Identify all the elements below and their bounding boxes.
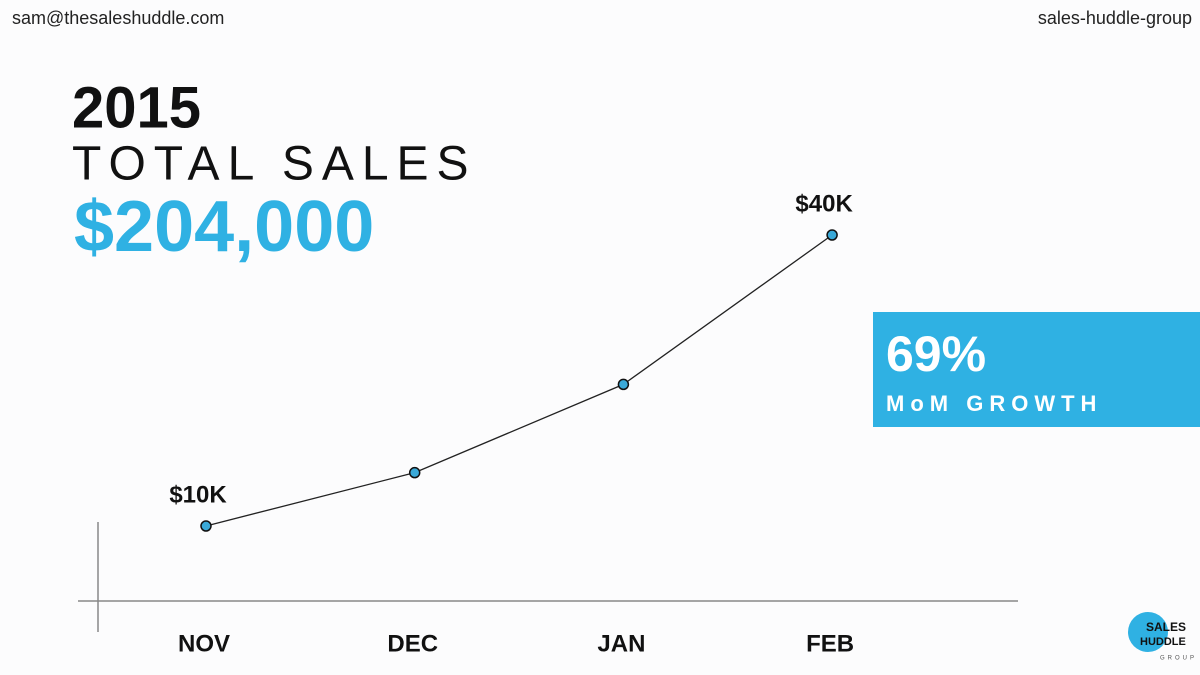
- callout-box: [873, 312, 1200, 427]
- x-tick-label: DEC: [387, 630, 438, 657]
- logo-icon: [1128, 612, 1168, 652]
- x-tick-label: JAN: [597, 630, 645, 657]
- chart-title: 2015: [72, 75, 201, 140]
- logo-text: GROUP: [1160, 656, 1197, 662]
- x-tick-label: FEB: [806, 630, 854, 657]
- point: [408, 466, 421, 479]
- value-label: $10K: [169, 481, 227, 508]
- point: [826, 229, 838, 241]
- chart-subtitle: TOTAL SALES: [72, 138, 477, 191]
- callout-value: 69%: [886, 326, 986, 382]
- point: [200, 520, 212, 532]
- x-tick-label: NOV: [178, 630, 230, 657]
- callout-label: MoM GROWTH: [886, 391, 1102, 416]
- logo-text: SALES: [1146, 620, 1186, 634]
- email: sam@thesaleshuddle.com: [12, 8, 224, 28]
- line: [205, 234, 833, 527]
- value-label: $40K: [795, 190, 853, 217]
- group-name: sales-huddle-group: [1038, 8, 1192, 28]
- total: $204,000: [74, 187, 374, 267]
- logo-text: HUDDLE: [1140, 636, 1186, 648]
- point: [617, 378, 630, 391]
